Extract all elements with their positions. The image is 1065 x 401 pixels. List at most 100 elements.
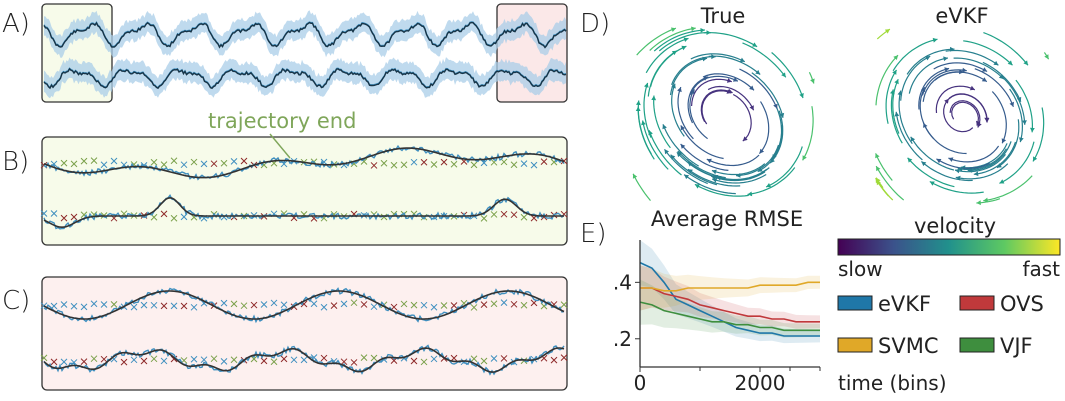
observation-cross	[370, 303, 378, 311]
streamline	[895, 111, 923, 161]
observation-cross	[490, 355, 498, 362]
streamline	[680, 125, 724, 160]
observation-cross	[70, 302, 78, 310]
streamline	[908, 57, 949, 94]
observation-cross	[390, 357, 398, 365]
streamline-arrow	[742, 136, 748, 142]
streamline-arrow	[757, 167, 763, 172]
streamline	[1032, 107, 1045, 162]
observation-cross	[250, 355, 258, 363]
streamline-arrow	[1033, 156, 1038, 162]
legend-label-eVKF: eVKF	[878, 292, 931, 316]
streamline	[716, 167, 770, 181]
streamline	[900, 55, 931, 101]
streamline	[948, 93, 988, 123]
panel-d-title-evkf: eVKF	[935, 4, 988, 28]
observation-cross	[280, 355, 288, 363]
observation-cross	[450, 160, 458, 168]
streamline	[991, 91, 1007, 144]
observation-cross	[60, 301, 68, 308]
observation-cross	[500, 210, 508, 218]
y-tick-label: .4	[613, 270, 632, 294]
streamline	[670, 154, 718, 186]
streamline	[677, 86, 694, 140]
panel-label-c: C)	[2, 286, 30, 316]
observation-cross	[270, 299, 278, 307]
streamline	[933, 62, 988, 73]
streamline-arrow	[923, 123, 928, 128]
observation-cross	[430, 303, 438, 311]
observation-cross	[50, 358, 58, 366]
streamline	[974, 68, 1014, 108]
streamline	[921, 69, 967, 96]
streamline	[1000, 75, 1026, 125]
observation-cross	[140, 301, 148, 309]
streamline-arrow	[684, 174, 690, 180]
streamline-arrow	[921, 161, 927, 167]
streamline-arrow	[680, 144, 686, 149]
legend-swatch-VJF	[959, 337, 995, 353]
streamline-arrow	[1044, 54, 1049, 60]
observation-cross	[250, 301, 258, 309]
streamline-arrow	[680, 125, 685, 131]
streamline	[712, 173, 767, 184]
rmse-chart-title: Average RMSE	[651, 207, 803, 231]
streamline-arrow	[925, 56, 931, 61]
observation-cross	[470, 304, 478, 311]
streamline	[687, 76, 709, 124]
panel-label-b: B)	[2, 147, 29, 177]
streamline	[907, 157, 955, 188]
observation-cross	[80, 157, 88, 165]
observation-cross	[160, 357, 168, 365]
observation-cross	[430, 161, 438, 168]
observation-cross	[90, 300, 98, 308]
streamline	[653, 95, 671, 149]
streamline-arrow	[890, 89, 895, 95]
colorbar-title: velocity	[914, 214, 996, 238]
streamline-arrow	[976, 200, 981, 206]
streamline	[929, 180, 984, 194]
streamline	[953, 57, 1005, 80]
streamline	[948, 93, 988, 123]
streamline	[691, 78, 732, 107]
observation-cross	[230, 158, 238, 165]
legend-label-SVMC: SVMC	[878, 334, 938, 358]
observation-cross	[80, 303, 88, 311]
observation-cross	[60, 358, 68, 366]
streamline-arrow	[671, 83, 676, 89]
streamline	[671, 83, 685, 137]
observation-cross	[210, 160, 218, 168]
streamline	[642, 120, 669, 170]
observation-cross	[130, 303, 138, 311]
panel-label-e: E)	[580, 219, 607, 249]
observation-cross	[280, 301, 288, 309]
streamline	[765, 146, 803, 188]
observation-cross	[420, 301, 428, 309]
streamline	[910, 136, 955, 171]
streamline-arrow	[781, 72, 786, 78]
streamline	[747, 167, 796, 196]
observation-cross	[170, 157, 178, 165]
streamline	[885, 69, 898, 124]
streamline	[758, 101, 770, 154]
observation-cross	[190, 355, 198, 363]
streamline	[735, 144, 780, 177]
panel-b-frame	[41, 136, 568, 246]
observation-cross	[180, 161, 188, 169]
observation-cross	[110, 301, 118, 308]
series-line-VJF	[639, 301, 820, 332]
rmse-plot-area	[639, 240, 820, 344]
streamline	[973, 141, 1017, 175]
legend-swatch-OVS	[959, 295, 995, 311]
observation-cross	[380, 159, 388, 167]
legend-swatch-eVKF	[837, 295, 873, 311]
observation-cross	[290, 356, 298, 364]
streamline	[676, 151, 725, 180]
streamline	[918, 67, 950, 110]
observation-cross	[230, 300, 238, 308]
streamline	[664, 148, 708, 185]
streamline-arrow	[676, 152, 682, 158]
observation-cross	[340, 300, 348, 308]
streamline-arrow	[662, 124, 667, 130]
observation-cross	[450, 302, 458, 309]
